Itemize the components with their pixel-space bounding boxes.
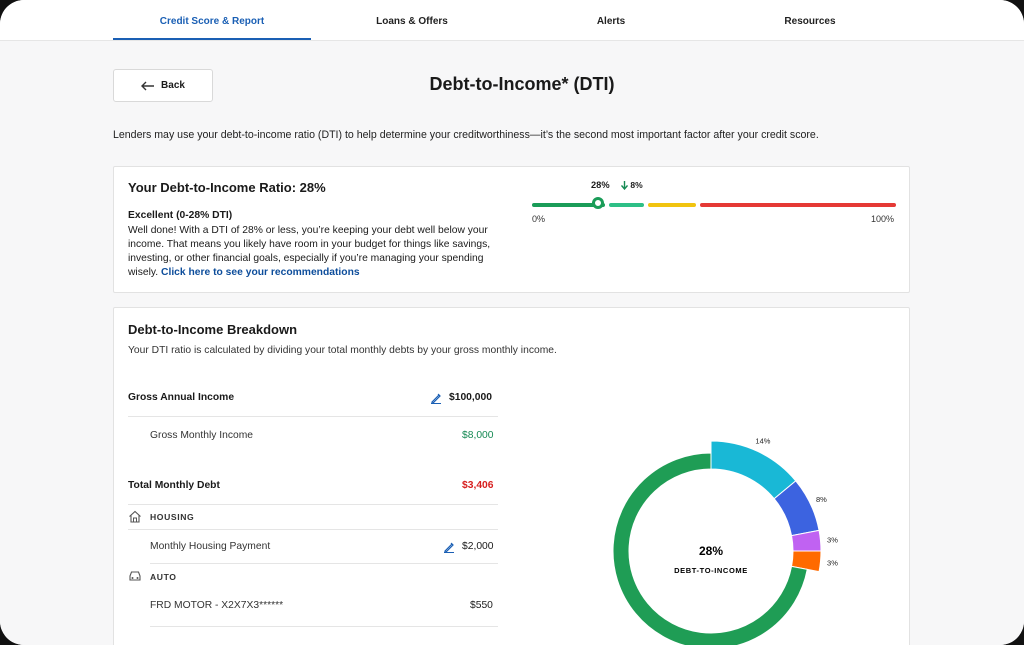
meter-change: 8% (621, 180, 643, 191)
ratio-level-title: Excellent (0-28% DTI) (128, 210, 233, 221)
housing-payment-label: Monthly Housing Payment (150, 541, 271, 552)
ratio-description: Well done! With a DTI of 28% or less, yo… (128, 224, 501, 280)
back-label: Back (161, 80, 185, 91)
donut-slice-label: 3% (827, 536, 838, 545)
divider (150, 626, 498, 627)
recommendations-link[interactable]: Click here to see your recommendations (161, 267, 360, 278)
donut-center-label: DEBT-TO-INCOME (674, 566, 748, 575)
tab-alerts[interactable]: Alerts (596, 16, 626, 27)
divider (128, 529, 498, 530)
top-navigation: Credit Score & Report Loans & Offers Ale… (0, 0, 1024, 41)
meter-current-value: 28% (591, 180, 610, 190)
dti-breakdown-card: Debt-to-Income Breakdown Your DTI ratio … (113, 307, 910, 645)
donut-slice-label: 14% (755, 438, 770, 446)
gross-annual-value: $100,000 (449, 392, 492, 403)
housing-category: HOUSING (150, 512, 195, 522)
auto-category: AUTO (150, 572, 177, 582)
page-title: Debt-to-Income* (DTI) (429, 74, 615, 94)
meter-segment-poor (700, 203, 896, 207)
total-debt-value: $3,406 (462, 480, 494, 491)
divider (128, 504, 498, 505)
pencil-icon[interactable] (430, 392, 442, 404)
arrow-down-icon (621, 181, 628, 191)
gross-monthly-value: $8,000 (462, 430, 494, 441)
arrow-left-icon (141, 81, 155, 90)
meter-segment-excellent (532, 203, 605, 207)
tab-credit-score-report[interactable]: Credit Score & Report (113, 0, 311, 40)
breakdown-subtext: Your DTI ratio is calculated by dividing… (128, 345, 557, 356)
meter-segment-fair (648, 203, 696, 207)
donut-slice-label: 3% (827, 558, 838, 567)
intro-text: Lenders may use your debt-to-income rati… (113, 129, 819, 141)
meter-change-label: 8% (630, 180, 643, 190)
house-icon (129, 510, 141, 523)
car-icon (129, 571, 141, 581)
donut-center-value: 28% (699, 544, 723, 558)
housing-payment-value: $2,000 (462, 541, 494, 552)
gross-annual-label: Gross Annual Income (128, 392, 235, 403)
donut-slice (710, 440, 797, 500)
ratio-description-text: Well done! With a DTI of 28% or less, yo… (128, 225, 491, 278)
auto-item-label: FRD MOTOR - X2X7X3****** (150, 600, 284, 611)
meter-max-label: 100% (871, 214, 895, 224)
donut-slice (612, 452, 808, 645)
page-content: Back Debt-to-Income* (DTI) Lenders may u… (0, 41, 1024, 645)
meter-marker (592, 197, 604, 209)
pencil-icon[interactable] (443, 541, 455, 553)
tab-loans-offers[interactable]: Loans & Offers (376, 16, 448, 27)
dti-ratio-card: Your Debt-to-Income Ratio: 28% Excellent… (113, 166, 910, 293)
dti-donut-chart: 14% 8% 3% 3% 28% DEBT-TO-INCOME (612, 438, 838, 645)
auto-item-value: $550 (470, 600, 493, 611)
total-debt-label: Total Monthly Debt (128, 480, 220, 491)
divider (150, 563, 498, 564)
donut-slice-label: 8% (816, 495, 827, 504)
gross-monthly-label: Gross Monthly Income (150, 430, 254, 441)
meter-segment-good (609, 203, 644, 207)
divider (128, 416, 498, 417)
back-button[interactable]: Back (113, 69, 213, 102)
tab-resources[interactable]: Resources (784, 16, 836, 27)
meter-min-label: 0% (532, 214, 546, 224)
breakdown-heading: Debt-to-Income Breakdown (128, 322, 298, 337)
ratio-heading: Your Debt-to-Income Ratio: 28% (128, 180, 326, 195)
